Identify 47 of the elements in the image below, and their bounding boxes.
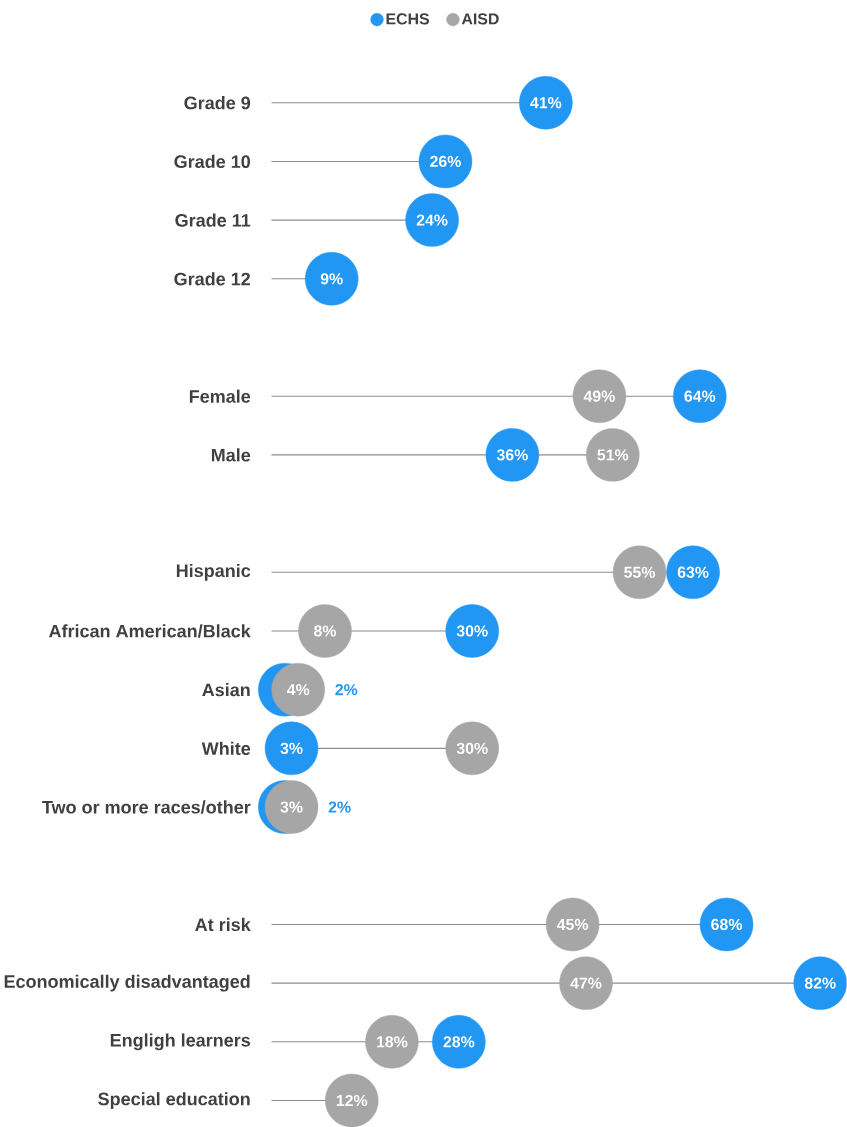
- data-label: 3%: [280, 742, 303, 754]
- y-tick-label: At risk: [195, 917, 251, 932]
- data-label: 26%: [430, 155, 462, 168]
- data-label: 30%: [456, 625, 488, 637]
- data-label: 8%: [314, 625, 337, 637]
- data-label: 51%: [597, 449, 629, 461]
- data-label: 47%: [570, 977, 602, 989]
- data-label: 3%: [280, 801, 303, 813]
- data-label: 4%: [287, 684, 310, 696]
- y-tick-label: Grade 11: [175, 213, 251, 227]
- legend-label: ECHS: [386, 13, 430, 25]
- y-tick-label: Grade 9: [184, 96, 251, 110]
- data-label: 41%: [530, 97, 562, 109]
- y-tick-label: Male: [212, 448, 251, 462]
- point: [264, 721, 319, 776]
- data-label: 82%: [804, 977, 836, 989]
- y-tick-label: Female: [190, 389, 251, 403]
- y-tick-label: African American/Black: [49, 624, 251, 638]
- point: [298, 604, 352, 658]
- data-label: 63%: [677, 566, 709, 578]
- data-label: 45%: [557, 918, 589, 931]
- legend-label: AISD: [461, 13, 499, 25]
- data-label: 28%: [443, 1036, 475, 1048]
- data-label: 18%: [377, 1036, 408, 1048]
- data-label: 9%: [320, 273, 343, 285]
- y-tick-label: White: [201, 741, 251, 755]
- data-label: 64%: [684, 390, 716, 402]
- data-label: 2%: [335, 684, 358, 696]
- y-tick-label: Engligh learners: [110, 1033, 251, 1051]
- data-label: 2%: [328, 801, 351, 813]
- point: [305, 252, 359, 306]
- data-label: 68%: [711, 918, 743, 931]
- data-label: 49%: [583, 390, 615, 402]
- y-tick-label: Grade 10: [174, 154, 251, 169]
- y-tick-label: Two or more races/other: [42, 800, 251, 814]
- y-tick-label: Economically disadvantaged: [4, 974, 250, 992]
- data-label: 36%: [496, 449, 528, 461]
- y-tick-label: Asian: [202, 683, 250, 697]
- data-label: 55%: [624, 566, 656, 578]
- data-label: 30%: [456, 742, 488, 754]
- y-tick-label: Hispanic: [177, 563, 251, 581]
- data-label: 12%: [336, 1094, 368, 1107]
- point: [271, 662, 326, 717]
- point: [264, 780, 319, 834]
- y-tick-label: Grade 12: [174, 272, 251, 286]
- y-tick-label: Special education: [98, 1092, 250, 1109]
- data-label: 24%: [416, 214, 448, 226]
